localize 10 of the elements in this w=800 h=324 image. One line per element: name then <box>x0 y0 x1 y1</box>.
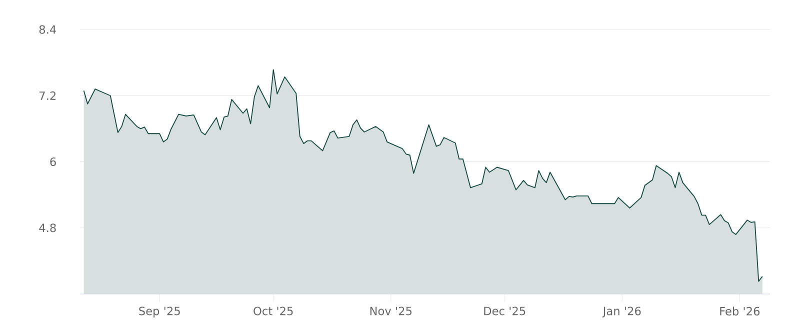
y-tick-label: 8.4 <box>39 25 56 34</box>
x-tick-label: Oct '25 <box>254 306 293 316</box>
x-tick-label: Sep '25 <box>139 306 180 318</box>
y-tick-label: 7.2 <box>40 91 56 100</box>
y-tick-label: 6 <box>50 157 56 166</box>
x-tick-label: Nov '25 <box>370 306 412 316</box>
x-tick-label: Dec '25 <box>484 306 526 316</box>
x-tick-label: Feb '26 <box>720 306 760 316</box>
x-tick-label: Jan '26 <box>602 306 641 318</box>
y-tick-label: 4.8 <box>39 224 56 232</box>
